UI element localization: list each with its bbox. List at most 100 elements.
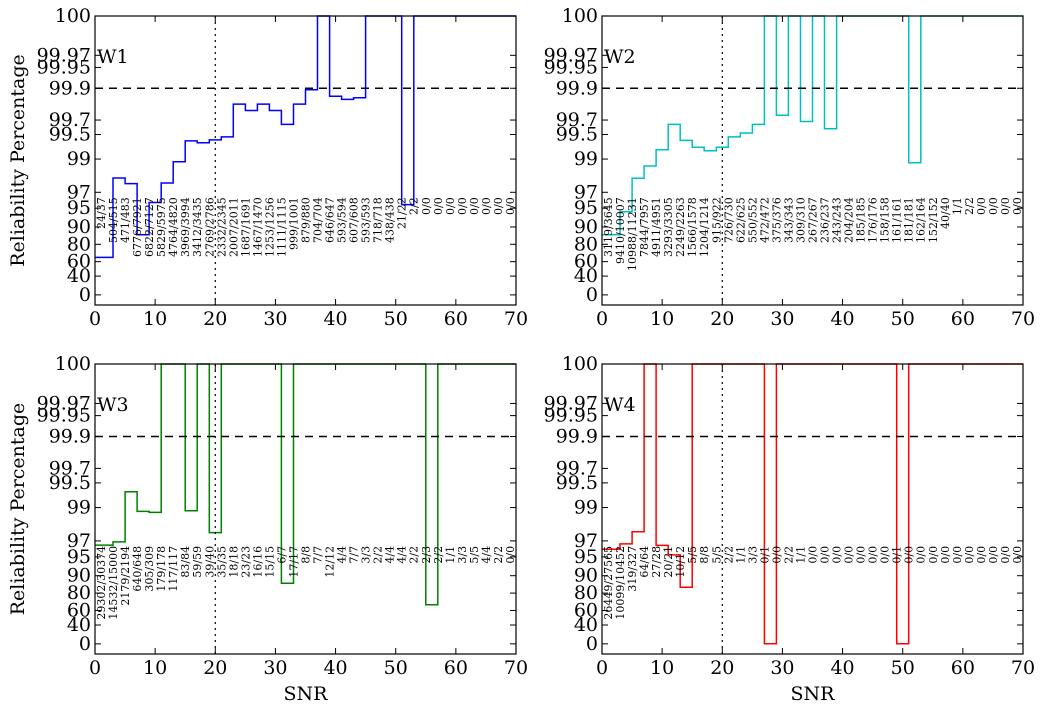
count-annotation: 2/2 (492, 546, 505, 564)
count-annotation: 7/7 (348, 546, 361, 564)
count-annotation: 0/0 (1011, 546, 1024, 564)
count-annotation: 0/0 (999, 546, 1012, 564)
count-annotation: 0/0 (456, 197, 469, 215)
y-tick-label: 0 (586, 284, 598, 306)
y-tick-label: 99.97 (544, 392, 598, 414)
panel-w2: 0 10 20 30 40 50 60 7004060809095979999.599.799… (544, 5, 1036, 330)
count-annotation: 9410/10007 (614, 197, 627, 264)
plot-frame (601, 15, 1024, 306)
count-annotation: 4/4 (384, 546, 397, 564)
count-annotation: 0/0 (420, 197, 433, 215)
x-tick-label: 0 (596, 308, 608, 330)
count-annotation: 343/343 (782, 197, 795, 243)
y-tick-label: 99.95 (544, 405, 598, 427)
x-tick-label: 40 (323, 657, 347, 679)
count-annotation: 7844/7957 (638, 197, 651, 257)
y-tick-label: 90 (574, 216, 598, 238)
count-annotation: 593/594 (336, 197, 349, 243)
count-annotation: 152/152 (927, 197, 940, 243)
count-annotation: 0/0 (480, 197, 493, 215)
x-tick-label: 60 (444, 308, 468, 330)
y-tick-label: 40 (67, 614, 91, 636)
x-axis-title: SNR (791, 683, 836, 705)
y-tick-label: 0 (79, 633, 91, 655)
x-tick-label: 40 (323, 308, 347, 330)
count-annotation: 0/0 (951, 546, 964, 564)
plot-frame (94, 363, 517, 655)
count-annotation: 24/37 (95, 197, 108, 229)
count-annotation: 5829/5975 (155, 197, 168, 257)
count-annotation: 0/0 (444, 197, 457, 215)
count-annotation: 162/164 (915, 197, 928, 243)
panel-label: W1 (97, 46, 129, 68)
count-annotation: 1/1 (951, 197, 964, 215)
count-annotation: 23/23 (239, 546, 252, 578)
y-tick-label: 99.95 (544, 56, 598, 78)
y-tick-label: 99.9 (556, 77, 598, 99)
count-annotation: 2/2 (372, 546, 385, 564)
count-annotation: 179/178 (155, 546, 168, 592)
count-annotation: 438/438 (384, 197, 397, 243)
count-annotation: 27/28 (650, 546, 663, 578)
y-tick-label: 99.97 (37, 392, 91, 414)
x-tick-label: 30 (770, 308, 794, 330)
count-annotation: 10099/10452 (614, 546, 627, 620)
count-annotation: 1/1 (734, 546, 747, 564)
count-annotation: 4764/4820 (167, 197, 180, 257)
count-annotation: 6776/7921 (131, 197, 144, 257)
count-annotation: 309/310 (794, 197, 807, 243)
count-annotation: 8/8 (300, 546, 313, 564)
count-annotation: 640/648 (131, 546, 144, 592)
count-annotation: 607/608 (348, 197, 361, 243)
count-annotation: 471/483 (119, 197, 132, 243)
count-annotation: 0/0 (1011, 197, 1024, 215)
y-tick-label: 60 (574, 251, 598, 273)
y-tick-label: 99.97 (37, 44, 91, 66)
y-tick-label: 99.95 (37, 56, 91, 78)
y-tick-label: 0 (586, 633, 598, 655)
count-annotation: 0/0 (770, 546, 783, 564)
count-annotation: 3969/3994 (179, 197, 192, 257)
count-annotation: 5/5 (710, 546, 723, 564)
y-tick-label: 100 (562, 353, 598, 375)
count-annotation: 204/204 (843, 197, 856, 243)
x-tick-label: 20 (710, 308, 734, 330)
count-annotation: 16/16 (251, 546, 264, 578)
count-annotation: 0/0 (432, 197, 445, 215)
y-tick-label: 99 (67, 497, 91, 519)
series-line (602, 363, 1023, 645)
count-annotation: 35/35 (215, 546, 228, 578)
count-annotation: 0/0 (807, 546, 820, 564)
count-annotation: 4/4 (396, 546, 409, 564)
y-tick-label: 90 (574, 565, 598, 587)
x-tick-label: 30 (263, 308, 287, 330)
count-annotation: 0/0 (939, 546, 952, 564)
x-tick-label: 10 (143, 657, 167, 679)
count-annotation: 267/267 (807, 197, 820, 243)
count-annotation: 999/1001 (287, 197, 300, 250)
count-annotation: 3412/3435 (191, 197, 204, 257)
count-annotation: 2/2 (963, 197, 976, 215)
x-tick-label: 70 (504, 308, 528, 330)
x-tick-label: 50 (384, 657, 408, 679)
count-annotation: 1566/1578 (686, 197, 699, 257)
count-annotation: 5/5 (686, 546, 699, 564)
count-annotation: 21/22 (396, 197, 409, 229)
count-annotation: 622/625 (734, 197, 747, 243)
x-tick-label: 60 (951, 308, 975, 330)
count-annotation: 2/3 (420, 546, 433, 564)
count-annotation: 176/176 (867, 197, 880, 243)
count-annotation: 3119/3645 (602, 197, 615, 257)
plot-frame (601, 363, 1024, 655)
count-annotation: 0/1 (891, 546, 904, 564)
count-annotation: 6/7 (275, 546, 288, 564)
y-tick-label: 90 (67, 565, 91, 587)
count-annotation: 0/0 (975, 197, 988, 215)
x-tick-label: 10 (650, 308, 674, 330)
count-annotation: 29302/30374 (95, 546, 108, 620)
y-axis-title: Reliability Percentage (7, 54, 29, 267)
y-tick-label: 99.5 (49, 472, 91, 494)
y-tick-label: 0 (79, 284, 91, 306)
y-tick-label: 99.5 (556, 472, 598, 494)
count-annotation: 7/7 (312, 546, 325, 564)
